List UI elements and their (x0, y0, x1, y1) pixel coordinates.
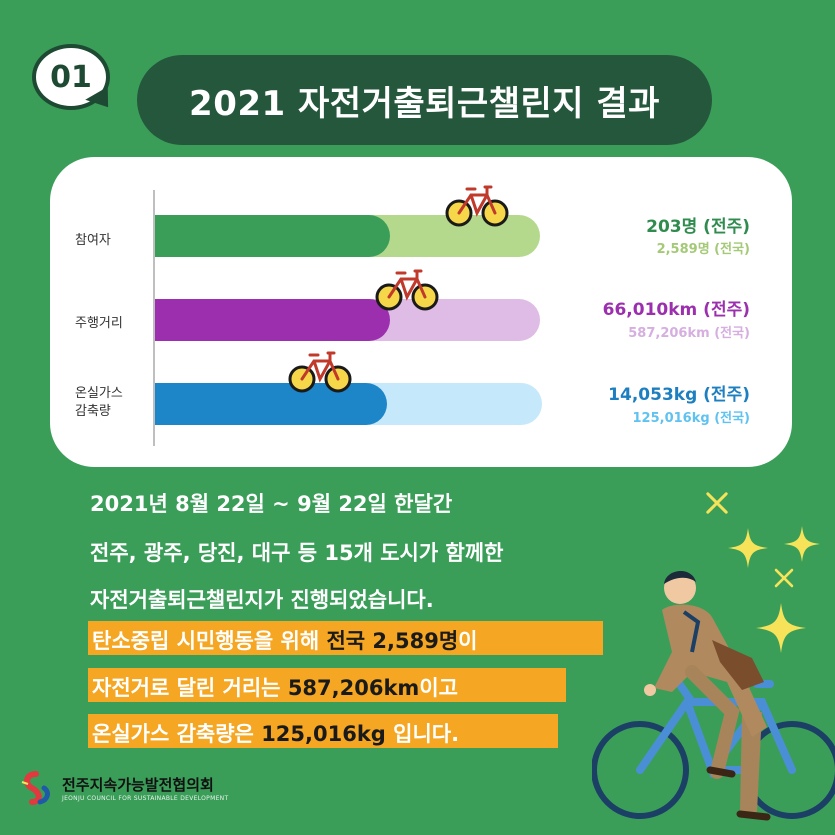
row-label-participants: 참여자 (75, 232, 155, 250)
highlight-value: 587,206km (287, 676, 420, 700)
council-name: 전주지속가능발전협의회 (62, 776, 214, 794)
row-label-emission: 온실가스 감축량 (75, 385, 155, 421)
row-label-line: 감축량 (75, 404, 111, 419)
sparkle-icon (756, 603, 806, 653)
body-line-3: 자전거출퇴근챌린지가 진행되었습니다. (90, 588, 434, 612)
page-title: 2021 자전거출퇴근챌린지 결과 (189, 83, 660, 124)
highlight-line-3: 온실가스 감축량은 125,016kg 입니다. (92, 718, 459, 748)
value-national-distance: 587,206km (전국) (628, 326, 750, 341)
highlight-bar (88, 668, 566, 702)
sparkle-icon (784, 526, 820, 562)
row-label-line: 주행거리 (75, 316, 123, 331)
value-jeonju-emission: 14,053kg (전주) (608, 385, 750, 405)
highlight-text: 이고 (419, 676, 458, 700)
value-jeonju-distance: 66,010km (전주) (602, 300, 750, 320)
council-logo: 전주지속가능발전협의회 JEONJU COUNCIL FOR SUSTAINAB… (18, 770, 228, 806)
badge-number: 01 (50, 59, 92, 95)
body-line-1: 2021년 8월 22일 ~ 9월 22일 한달간 (90, 492, 453, 516)
number-badge: 01 (32, 44, 110, 110)
bar-jeonju-participants (155, 215, 390, 257)
title-pill: 2021 자전거출퇴근챌린지 결과 (137, 55, 712, 145)
body-line-2: 전주, 광주, 당진, 대구 등 15개 도시가 함께한 (90, 541, 504, 565)
row-label-line: 참여자 (75, 233, 111, 248)
sparkle-icon (728, 528, 768, 568)
highlight-bar (88, 621, 603, 655)
highlight-value: 전국 2,589명 (326, 629, 459, 653)
sparkle-icon (774, 568, 794, 588)
highlight-value: 125,016kg (261, 722, 386, 746)
sparkle-icon (706, 492, 728, 514)
bicycle-icon (445, 185, 509, 227)
highlight-bar (88, 714, 558, 748)
row-label-distance: 주행거리 (75, 315, 155, 333)
value-national-emission: 125,016kg (전국) (632, 411, 751, 426)
results-card: 참여자 203명 (전주) 2,589명 (전국) 주행거리 66,010km … (50, 157, 792, 467)
bar-jeonju-distance (155, 299, 390, 341)
value-national-participants: 2,589명 (전국) (656, 242, 750, 257)
value-jeonju-participants: 203명 (전주) (646, 217, 750, 237)
council-logo-icon (21, 771, 50, 805)
highlight-text: 온실가스 감축량은 (92, 722, 262, 746)
chart-axis (153, 190, 155, 446)
highlight-text: 이 (458, 629, 478, 653)
bicycle-icon (375, 269, 439, 311)
highlight-line-2: 자전거로 달린 거리는 587,206km이고 (92, 672, 458, 702)
bicycle-icon (288, 351, 352, 393)
highlight-text: 자전거로 달린 거리는 (92, 676, 288, 700)
cyclist-illustration (592, 570, 835, 821)
council-english-name: JEONJU COUNCIL FOR SUSTAINABLE DEVELOPME… (62, 795, 229, 802)
bar-jeonju-emission (155, 383, 387, 425)
highlight-text: 입니다. (385, 722, 460, 746)
highlight-line-1: 탄소중립 시민행동을 위해 전국 2,589명이 (92, 625, 477, 655)
highlight-text: 탄소중립 시민행동을 위해 (92, 629, 327, 653)
row-label-line: 온실가스 (75, 386, 123, 401)
